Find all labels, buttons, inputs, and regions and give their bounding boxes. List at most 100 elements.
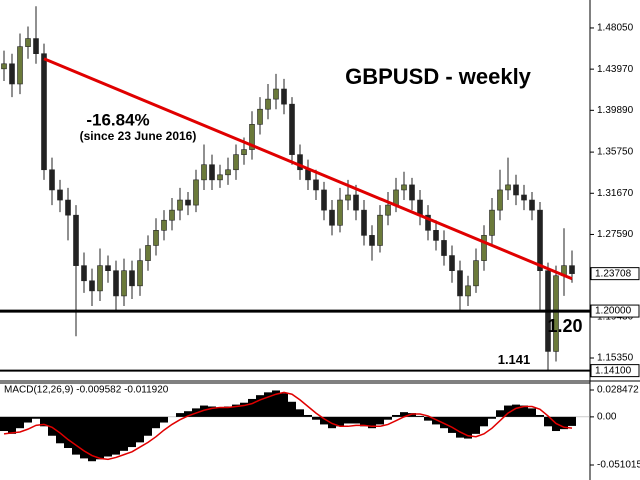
candle-body [17, 46, 23, 85]
candle-body [409, 184, 415, 201]
candle-body [369, 235, 375, 246]
candle-body [241, 149, 247, 155]
candle-body [281, 88, 287, 105]
macd-bar [352, 416, 360, 424]
candle-body [401, 184, 407, 191]
level-label: 1.141 [498, 352, 531, 367]
macd-bar [360, 416, 368, 427]
candle-body [441, 240, 447, 256]
macd-bar [184, 411, 192, 417]
macd-bar [448, 416, 456, 433]
candle-body [353, 194, 359, 211]
macd-bar [384, 416, 392, 420]
candle-body [97, 265, 103, 292]
candle-body [105, 265, 111, 271]
macd-bar [504, 405, 512, 417]
macd-bar [424, 416, 432, 421]
last-price-label: 1.23708 [595, 268, 632, 279]
macd-bar [224, 406, 232, 417]
candle-body [1, 63, 7, 70]
candle-body [265, 98, 271, 110]
level-label: 1.20 [547, 316, 582, 336]
macd-bar [72, 416, 80, 455]
chart-title: GBPUSD - weekly [345, 64, 532, 89]
candle-body [465, 285, 471, 297]
macd-bar [136, 416, 144, 443]
macd-bar [144, 416, 152, 436]
candle-body [209, 164, 215, 181]
candle-body [425, 214, 431, 231]
macd-bar [472, 416, 480, 434]
macd-bar [560, 416, 568, 430]
macd-bar [456, 416, 464, 438]
signal-line [3, 391, 573, 461]
macd-bar [56, 416, 64, 444]
candle-body [449, 255, 455, 271]
candle-body [193, 179, 199, 206]
candle-body [481, 235, 487, 261]
macd-bar [24, 416, 32, 423]
candle-body [417, 199, 423, 216]
candle-body [113, 270, 119, 297]
macd-bar [304, 414, 312, 417]
y-tick-label: 1.35750 [597, 147, 634, 158]
level-axis-box [590, 304, 640, 318]
macd-bar [128, 416, 136, 448]
candle-body [65, 199, 71, 216]
y-tick-label: -0.051015 [597, 460, 640, 471]
macd-bar [496, 410, 504, 417]
candle-body [273, 88, 279, 100]
candle-body [433, 230, 439, 241]
macd-bar [400, 412, 408, 417]
y-tick-label: 0.00 [597, 412, 617, 423]
candle-body [137, 260, 143, 287]
macd-bar [232, 404, 240, 417]
y-tick-label: 1.15350 [597, 353, 634, 364]
candle-body [521, 194, 527, 201]
y-tick-label: 1.48050 [597, 23, 634, 34]
macd-bar [88, 416, 96, 462]
macd-bar [488, 416, 496, 419]
candle-body [305, 169, 311, 181]
candle-body [217, 174, 223, 181]
macd-bar [112, 416, 120, 455]
macd-bar [544, 416, 552, 427]
candle-body [553, 275, 559, 352]
macd-bar [256, 395, 264, 417]
candle-body [249, 124, 255, 150]
candle-body [329, 209, 335, 226]
candle-body [121, 270, 127, 297]
macd-bar [272, 390, 280, 417]
candle-body [153, 230, 159, 246]
macd-bar [320, 416, 328, 425]
candle-body [345, 194, 351, 201]
macd-bar [104, 416, 112, 457]
macd-bar [568, 416, 576, 426]
candle-body [41, 53, 47, 171]
macd-bar [120, 416, 128, 451]
macd-bar [208, 406, 216, 417]
macd-bar [240, 402, 248, 417]
macd-bar [8, 416, 16, 434]
level-axis-label: 1.14100 [595, 365, 632, 376]
candle-body [145, 245, 151, 261]
y-tick-label: 1.39890 [597, 105, 634, 116]
candle-body [473, 260, 479, 287]
macd-bar [392, 414, 400, 417]
candle-body [505, 184, 511, 191]
candle-body [393, 189, 399, 206]
macd-bar [96, 416, 104, 460]
macd-bar [344, 416, 352, 424]
candle-body [201, 164, 207, 181]
macd-bar [328, 416, 336, 429]
macd-bar [152, 416, 160, 429]
candle-body [537, 209, 543, 271]
macd-bar [64, 416, 72, 449]
candle-body [321, 189, 327, 211]
macd-bar [40, 416, 48, 427]
macd-bar [368, 416, 376, 429]
macd-bar [408, 413, 416, 417]
candle-body [33, 38, 39, 54]
